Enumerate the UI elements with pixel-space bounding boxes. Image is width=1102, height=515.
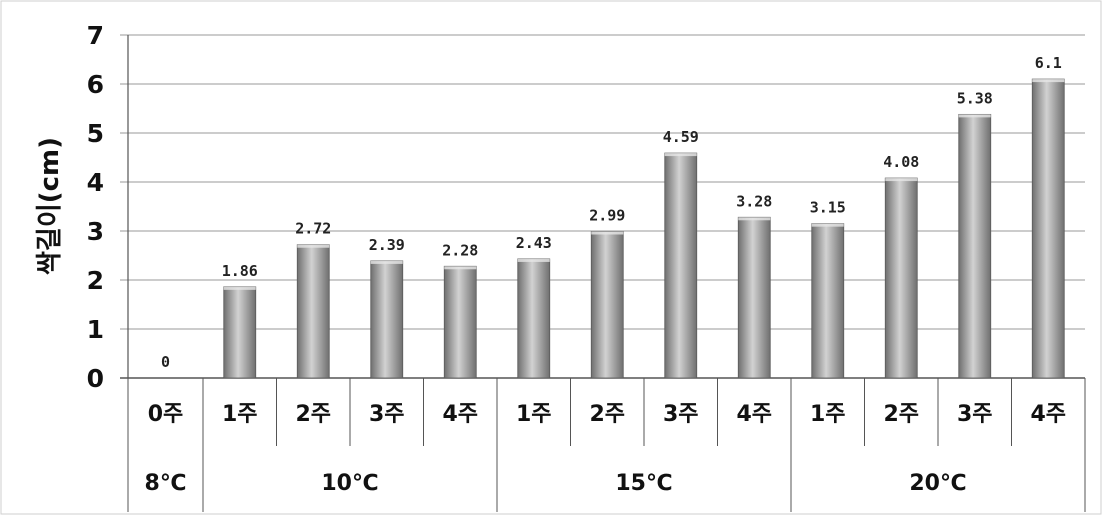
bar-highlight <box>297 244 330 248</box>
y-tick-label: 1 <box>87 315 104 344</box>
bar-highlight <box>517 258 550 262</box>
bar <box>1031 78 1065 379</box>
group-label: 15℃ <box>615 471 672 496</box>
category-label: 2주 <box>883 402 919 427</box>
bar-highlight <box>370 260 403 264</box>
bar <box>811 223 845 379</box>
data-label: 2.39 <box>369 236 405 254</box>
bars <box>223 78 1065 379</box>
bar <box>296 244 330 379</box>
data-label: 1.86 <box>222 262 258 280</box>
y-tick-label: 0 <box>87 364 104 393</box>
y-axis-ticks: 0 1 2 3 4 5 6 7 <box>87 21 104 393</box>
category-label: 4주 <box>736 402 772 427</box>
bar <box>664 152 698 379</box>
data-label: 2.99 <box>589 206 625 224</box>
category-label: 1주 <box>516 402 552 427</box>
data-label: 2.43 <box>516 234 552 252</box>
bar-highlight <box>885 178 918 182</box>
category-label: 2주 <box>589 402 625 427</box>
bar <box>958 113 992 379</box>
category-label: 3주 <box>957 402 993 427</box>
bar-highlight <box>811 223 844 227</box>
bar <box>884 177 918 379</box>
data-label: 4.59 <box>663 128 699 146</box>
y-tick-label: 3 <box>87 217 104 246</box>
data-label: 0 <box>161 353 170 371</box>
group-label: 10℃ <box>321 471 378 496</box>
bar <box>517 258 551 379</box>
category-axis: 0주 1주 2주 3주 4주 1주 2주 3주 4주 1주 2주 3주 4주 <box>127 378 1086 512</box>
bar-highlight <box>664 153 697 157</box>
data-label: 4.08 <box>883 153 919 171</box>
group-axis: 8℃ 10℃ 15℃ 20℃ <box>145 446 967 512</box>
group-label: 8℃ <box>145 471 187 496</box>
category-label: 4주 <box>1030 402 1066 427</box>
category-label: 3주 <box>663 402 699 427</box>
category-label: 3주 <box>369 402 405 427</box>
y-tick-label: 2 <box>87 266 104 295</box>
bar-highlight <box>958 114 991 118</box>
bar <box>370 260 404 379</box>
y-tick-label: 7 <box>87 21 104 50</box>
bar <box>737 216 771 379</box>
bar-highlight <box>223 286 256 290</box>
bar <box>590 231 624 379</box>
y-tick-label: 4 <box>87 168 104 197</box>
bar-highlight <box>591 231 624 235</box>
bar-highlight <box>444 266 477 270</box>
data-labels: 0 1.86 2.72 2.39 2.28 2.43 2.99 4.59 3.28 3.15 4.0… <box>161 54 1062 371</box>
bar <box>443 265 477 379</box>
category-label: 1주 <box>222 402 258 427</box>
group-label: 20℃ <box>909 471 966 496</box>
bar <box>223 286 257 379</box>
bar-highlight <box>1032 79 1065 83</box>
category-label: 4주 <box>442 402 478 427</box>
data-label: 5.38 <box>957 89 993 107</box>
y-axis-label: 싹길이(cm) <box>35 137 65 275</box>
y-tick-label: 6 <box>87 70 104 99</box>
data-label: 3.28 <box>736 192 772 210</box>
category-label: 1주 <box>810 402 846 427</box>
y-tick-label: 5 <box>87 119 104 148</box>
data-label: 6.1 <box>1035 54 1062 72</box>
gridlines <box>120 34 1085 379</box>
data-label: 2.72 <box>295 220 331 238</box>
data-label: 3.15 <box>810 199 846 217</box>
category-label: 0주 <box>148 402 184 427</box>
data-label: 2.28 <box>442 241 478 259</box>
bar-highlight <box>738 217 771 221</box>
category-label: 2주 <box>295 402 331 427</box>
